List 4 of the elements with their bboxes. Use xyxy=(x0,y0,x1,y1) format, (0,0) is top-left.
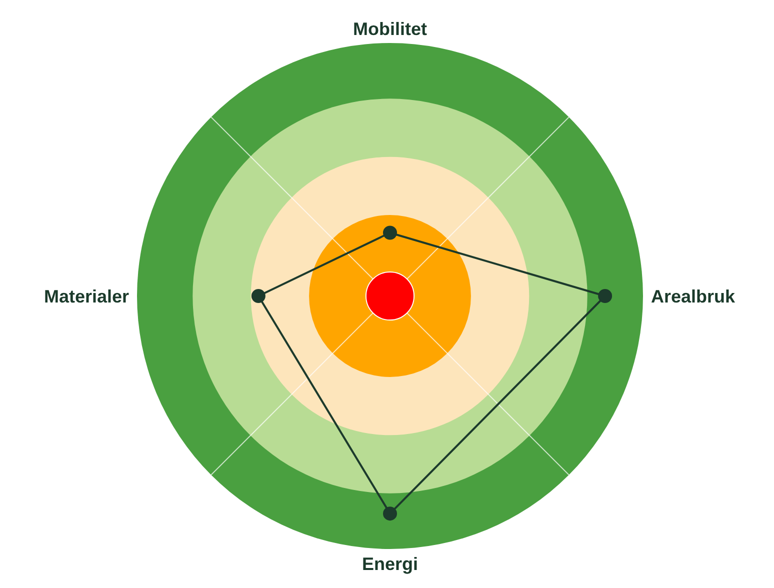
spoke-label: Energi xyxy=(362,554,418,574)
spoke-label: Materialer xyxy=(44,286,129,306)
spoke-label: Mobilitet xyxy=(353,19,427,39)
spoke-label: Arealbruk xyxy=(651,286,736,306)
